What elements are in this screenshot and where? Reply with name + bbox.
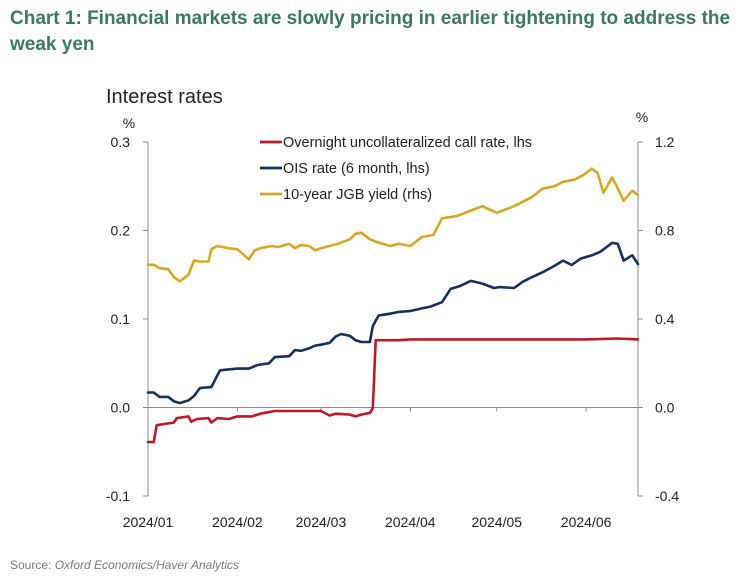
chart-title: Interest rates [106, 86, 223, 108]
source-label: Source: [10, 558, 55, 572]
x-axis-tick-label: 2024/02 [212, 514, 263, 530]
legend-label: 10-year JGB yield (rhs) [283, 187, 432, 203]
series-line-ois-rate-6-month-lhs [146, 241, 640, 405]
x-axis-tick-label: 2024/06 [561, 514, 612, 530]
x-axis-tick-label: 2024/04 [385, 514, 436, 530]
right-axis-unit: % [636, 109, 648, 125]
chart-heading: Chart 1: Financial markets are slowly pr… [10, 8, 731, 55]
right-axis-tick-label: 0.4 [655, 311, 675, 327]
right-axis-tick-label: 0.8 [655, 223, 675, 239]
x-axis-tick-label: 2024/05 [471, 514, 522, 530]
right-axis-tick-label: 0.0 [655, 400, 675, 416]
legend-label: OIS rate (6 month, lhs) [283, 161, 430, 177]
x-axis-tick-label: 2024/01 [123, 514, 174, 530]
right-axis-tick-label: 1.2 [655, 134, 675, 150]
x-axis-tick-label: 2024/03 [296, 514, 347, 530]
left-axis-tick-label: 0.1 [111, 311, 131, 327]
source-value: Oxford Economics/Haver Analytics [54, 558, 239, 572]
right-axis-tick-label: -0.4 [655, 488, 679, 504]
series-line-10-year-jgb-yield-rhs [146, 167, 640, 283]
series-line-overnight-uncollateralized-call-rate-lhs [146, 337, 640, 444]
left-axis-tick-label: 0.3 [111, 134, 131, 150]
legend-label: Overnight uncollateralized call rate, lh… [283, 135, 532, 151]
left-axis-tick-label: 0.0 [111, 400, 131, 416]
source-note: Source: Oxford Economics/Haver Analytics [10, 558, 239, 572]
left-axis-tick-label: 0.2 [111, 223, 131, 239]
chart-legend: Overnight uncollateralized call rate, lh… [260, 135, 532, 203]
left-axis-tick-label: -0.1 [106, 488, 130, 504]
left-axis-unit: % [123, 115, 135, 131]
